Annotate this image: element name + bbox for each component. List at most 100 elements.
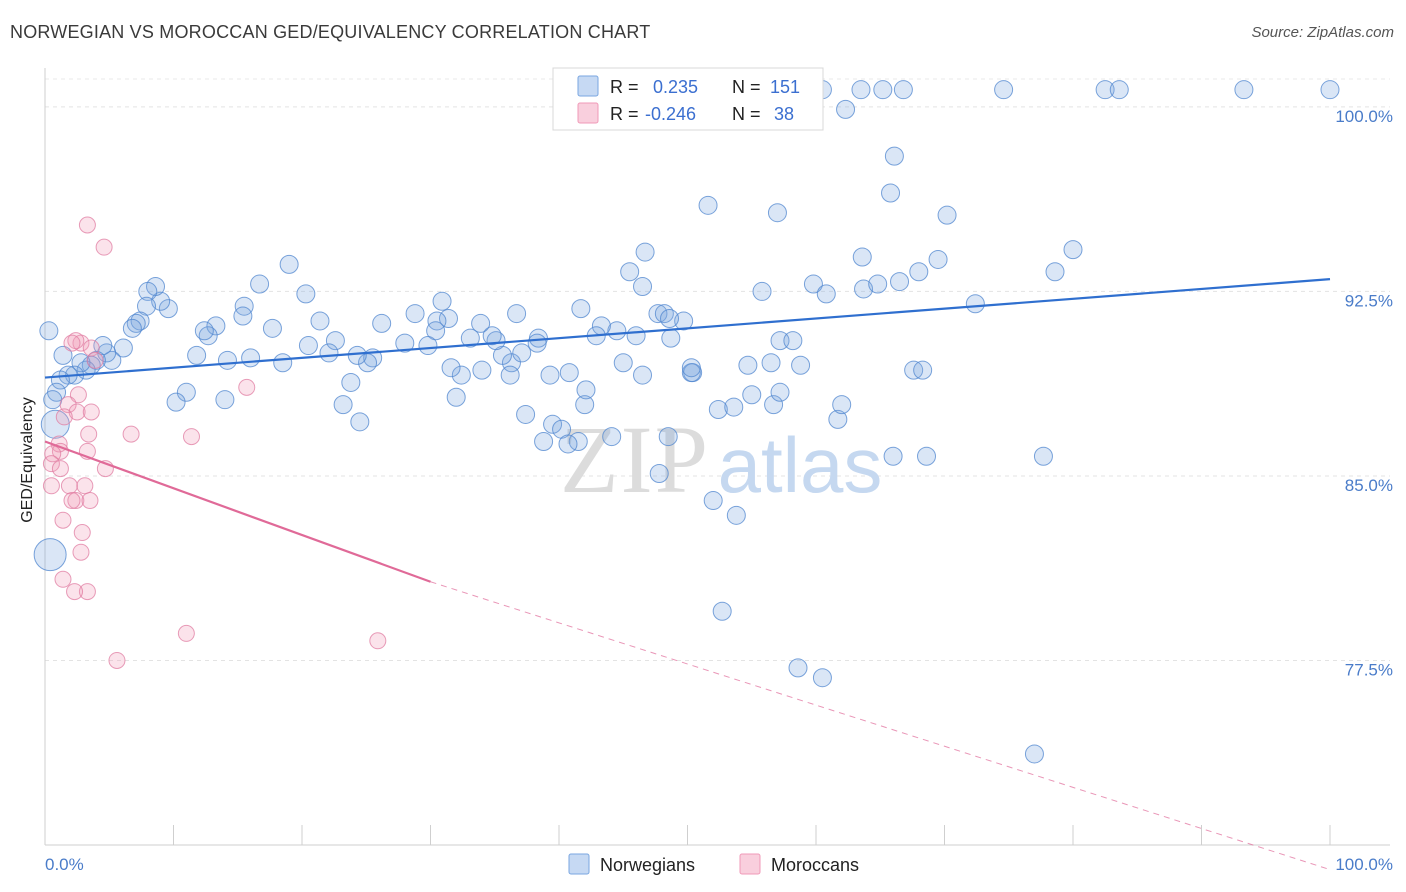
norwegian-point — [432, 291, 452, 311]
norwegian-point — [273, 353, 293, 373]
norwegians-trend-line — [44, 278, 1331, 379]
norwegian-point — [206, 316, 226, 336]
norwegian-point — [418, 336, 438, 356]
norwegian-point — [507, 304, 527, 324]
norwegian-point — [33, 538, 67, 572]
norwegian-point — [1045, 262, 1065, 282]
norwegian-point — [296, 284, 316, 304]
norwegian-point — [438, 308, 458, 328]
moroccan-point — [63, 492, 81, 510]
norwegian-point — [868, 274, 888, 294]
legend-r-label-2: R = — [610, 104, 639, 124]
moroccan-point — [78, 216, 96, 234]
norwegian-point — [441, 358, 461, 378]
norwegian-point — [500, 365, 520, 385]
norwegian-point — [1095, 80, 1115, 100]
watermark-atlas: atlas — [718, 421, 883, 509]
moroccan-point — [80, 425, 98, 443]
norwegian-point — [217, 350, 237, 370]
moroccan-point — [55, 408, 73, 426]
norwegian-point — [446, 387, 466, 407]
y-tick-labels: 100.0% 92.5% 85.0% 77.5% — [1335, 107, 1393, 680]
moroccan-point — [54, 570, 72, 588]
legend-swatch-norwegians — [577, 75, 599, 97]
norwegian-point — [681, 363, 701, 383]
norwegian-point — [893, 80, 913, 100]
norwegian-point — [613, 353, 633, 373]
moroccan-point — [73, 524, 91, 542]
norwegian-point — [350, 412, 370, 432]
norwegian-point — [649, 463, 669, 483]
norwegian-point — [681, 358, 701, 378]
norwegian-point — [761, 353, 781, 373]
norwegian-point — [482, 326, 502, 346]
x-tick-label-end: 100.0% — [1335, 855, 1393, 874]
trend-lines — [44, 278, 1331, 871]
chart-title: NORWEGIAN VS MOROCCAN GED/EQUIVALENCY CO… — [10, 22, 651, 42]
series-legend-swatch-norwegians — [568, 853, 590, 875]
norwegian-point — [620, 262, 640, 282]
norwegian-point — [812, 668, 832, 688]
norwegian-point — [187, 345, 207, 365]
series-legend-swatch-moroccans — [739, 853, 761, 875]
legend-n-label-1: N = — [732, 77, 761, 97]
moroccan-point — [81, 492, 99, 510]
norwegian-point — [633, 365, 653, 385]
norwegian-point — [854, 279, 874, 299]
norwegian-point — [333, 395, 353, 415]
norwegian-point — [426, 321, 446, 341]
norwegian-point — [372, 313, 392, 333]
norwegian-point — [726, 505, 746, 525]
norwegian-point — [703, 491, 723, 511]
norwegian-point — [262, 318, 282, 338]
moroccan-point — [177, 624, 195, 642]
norwegian-point — [742, 385, 762, 405]
norwegian-point — [635, 242, 655, 262]
norwegian-point — [512, 343, 532, 363]
moroccan-point — [60, 477, 78, 495]
norwegian-point — [575, 395, 595, 415]
norwegian-point — [852, 247, 872, 267]
norwegian-point — [40, 409, 70, 439]
norwegian-point — [460, 328, 480, 348]
norwegian-point — [558, 434, 578, 454]
norwegian-point — [661, 328, 681, 348]
legend-r-value-2: -0.246 — [645, 104, 696, 124]
norwegian-point — [176, 382, 196, 402]
norwegian-point — [909, 262, 929, 282]
norwegian-point — [767, 203, 787, 223]
moroccan-point — [182, 428, 200, 446]
norwegian-point — [194, 321, 214, 341]
moroccan-point — [54, 511, 72, 529]
norwegian-point — [122, 318, 142, 338]
norwegian-point — [965, 294, 985, 314]
norwegian-point — [764, 395, 784, 415]
norwegian-point — [928, 249, 948, 269]
norwegian-point — [319, 343, 339, 363]
norwegian-point — [607, 321, 627, 341]
norwegian-point — [151, 291, 171, 311]
norwegian-point — [1033, 446, 1053, 466]
moroccan-point — [69, 386, 87, 404]
moroccan-point — [72, 543, 90, 561]
norwegian-point — [1063, 240, 1083, 260]
norwegian-point — [310, 311, 330, 331]
norwegian-point — [873, 80, 893, 100]
series-legend-moroccans: Moroccans — [771, 855, 859, 875]
norwegian-point — [534, 432, 554, 452]
norwegian-point — [576, 380, 596, 400]
norwegian-point — [648, 304, 668, 324]
moroccan-point — [369, 632, 387, 650]
legend-n-value-1: 151 — [770, 77, 800, 97]
norwegian-point — [39, 321, 59, 341]
moroccan-point — [67, 492, 85, 510]
norwegian-point — [472, 360, 492, 380]
norwegian-point — [71, 353, 91, 373]
norwegian-point — [540, 365, 560, 385]
moroccan-point — [122, 425, 140, 443]
legend-n-label-2: N = — [732, 104, 761, 124]
norwegian-point — [341, 372, 361, 392]
norwegian-point — [233, 306, 253, 326]
source-credit: Source: ZipAtlas.com — [1251, 24, 1394, 41]
norwegian-point — [890, 272, 910, 292]
